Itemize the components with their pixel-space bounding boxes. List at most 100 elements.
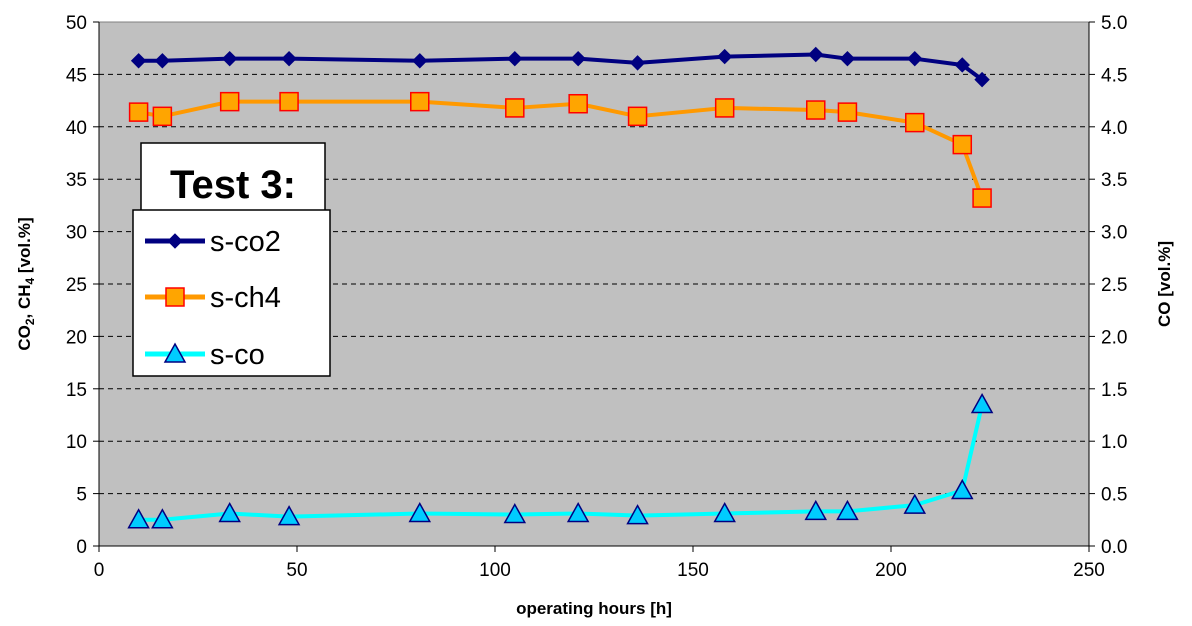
- data-point-s-co2: [412, 53, 428, 69]
- data-point-s-ch4: [152, 106, 173, 127]
- series-s-ch4: [128, 91, 992, 208]
- data-point-s-ch4: [128, 102, 149, 122]
- data-point-s-co: [804, 499, 828, 521]
- data-point-s-co2: [570, 50, 586, 67]
- y-right-tick-label: 2.0: [1101, 327, 1127, 348]
- y-left-title-ch: , CH: [15, 284, 34, 318]
- series-group: [127, 46, 994, 529]
- data-point-s-co2: [839, 50, 856, 67]
- data-point-s-ch4: [627, 106, 648, 127]
- tick-labels: 0 5 10 15 20 25 30 35 40 45 50 0.0 0.5 1.0 1.5 2.0 2.5 3.…: [66, 13, 1128, 581]
- y-left-title-sub1: 2: [23, 318, 37, 325]
- data-point-s-co2: [154, 53, 171, 69]
- y-left-tick-label: 0: [76, 537, 87, 558]
- data-point-s-co2: [281, 50, 297, 67]
- data-point-s-co2: [629, 55, 646, 71]
- y-left-tick-label: 50: [66, 13, 87, 34]
- legend-marker: [165, 287, 185, 307]
- y-left-tick-label: 10: [66, 432, 87, 453]
- x-tick-label: 150: [677, 560, 709, 581]
- y-left-tick-label: 5: [76, 485, 87, 506]
- y-right-tick-label: 1.5: [1101, 380, 1127, 401]
- y-right-tick-label: 3.0: [1101, 223, 1127, 244]
- x-axis-title: operating hours [h]: [516, 599, 672, 618]
- y-left-tick-label: 45: [66, 65, 87, 86]
- legend-item-s-ch4: s-ch4: [145, 282, 281, 314]
- y-left-title-co: CO: [15, 325, 34, 351]
- data-point-s-co2: [130, 53, 147, 69]
- data-point-s-co: [970, 392, 994, 414]
- legend-entries: s-co2 s-ch4 s-co: [145, 226, 281, 371]
- data-point-s-co2: [907, 50, 923, 67]
- y-right-tick-label: 0.0: [1101, 537, 1127, 558]
- legend-title-box: [140, 142, 326, 222]
- series-line-s-co: [138, 404, 985, 522]
- data-point-s-ch4: [410, 91, 430, 112]
- x-tick-label: 250: [1073, 560, 1105, 581]
- data-point-s-co2: [221, 50, 238, 67]
- axes: [93, 21, 1095, 552]
- y-left-title-sub2: 4: [23, 277, 37, 284]
- legend-item-s-co2: s-co2: [145, 226, 281, 258]
- data-point-s-ch4: [505, 98, 525, 118]
- data-point-s-ch4: [219, 91, 240, 112]
- legend-label: s-co2: [210, 226, 281, 258]
- data-point-s-co: [277, 505, 301, 526]
- y-axis-title-right: CO [vol.%]: [1155, 241, 1174, 327]
- y-right-tick-label: 2.5: [1101, 275, 1127, 296]
- series-line-s-ch4: [138, 99, 984, 199]
- x-tick-label: 200: [875, 560, 907, 581]
- y-left-tick-label: 25: [66, 275, 87, 296]
- data-point-s-co: [951, 478, 974, 500]
- data-point-s-co2: [716, 48, 733, 65]
- y-right-tick-label: 4.5: [1101, 65, 1127, 86]
- data-point-s-co: [836, 499, 859, 521]
- data-point-s-co: [151, 508, 174, 529]
- y-right-tick-label: 3.5: [1101, 170, 1127, 191]
- legend-item-s-co: s-co: [145, 339, 265, 371]
- x-tick-label: 50: [286, 560, 307, 581]
- series-s-co2: [130, 46, 990, 88]
- y-right-tick-label: 0.5: [1101, 485, 1127, 506]
- data-point-s-co: [408, 501, 432, 523]
- series-line-s-co2: [138, 52, 984, 82]
- x-tick-label: 100: [479, 560, 511, 581]
- data-point-s-co: [218, 501, 241, 523]
- y-axis-title-left: CO2, CH4 [vol.%]: [15, 217, 37, 350]
- x-tick-label: 0: [94, 560, 105, 581]
- legend-marker: [167, 233, 183, 249]
- legend-label: s-ch4: [210, 282, 281, 314]
- data-point-s-ch4: [837, 102, 858, 122]
- data-point-s-ch4: [952, 134, 973, 155]
- data-point-s-ch4: [714, 98, 735, 118]
- y-right-tick-label: 1.0: [1101, 432, 1127, 453]
- y-left-tick-label: 20: [66, 327, 87, 348]
- data-point-s-co: [903, 493, 927, 514]
- y-right-tick-label: 5.0: [1101, 13, 1127, 34]
- y-left-title-unit: [vol.%]: [15, 217, 34, 277]
- data-point-s-co2: [954, 57, 970, 73]
- data-point-s-co: [566, 501, 590, 523]
- data-point-s-ch4: [279, 91, 299, 112]
- data-point-s-co: [713, 501, 736, 523]
- y-left-tick-label: 35: [66, 170, 87, 191]
- data-point-s-ch4: [806, 100, 826, 120]
- legend: Test 3: s-co2 s-ch4 s-co: [132, 142, 331, 377]
- data-point-s-co: [503, 503, 527, 524]
- data-point-s-co2: [808, 46, 824, 63]
- y-left-tick-label: 15: [66, 380, 87, 401]
- data-point-s-co: [127, 508, 150, 529]
- data-point-s-ch4: [568, 93, 588, 114]
- data-point-s-ch4: [905, 112, 925, 133]
- y-left-tick-label: 40: [66, 118, 87, 139]
- legend-title: Test 3:: [170, 163, 296, 207]
- legend-label: s-co: [210, 339, 265, 371]
- y-right-tick-label: 4.0: [1101, 118, 1127, 139]
- data-point-s-co: [626, 504, 649, 525]
- data-point-s-ch4: [972, 188, 992, 208]
- legend-marker: [163, 342, 187, 363]
- y-left-tick-label: 30: [66, 223, 87, 244]
- data-point-s-co2: [507, 50, 523, 67]
- data-point-s-co2: [974, 71, 990, 88]
